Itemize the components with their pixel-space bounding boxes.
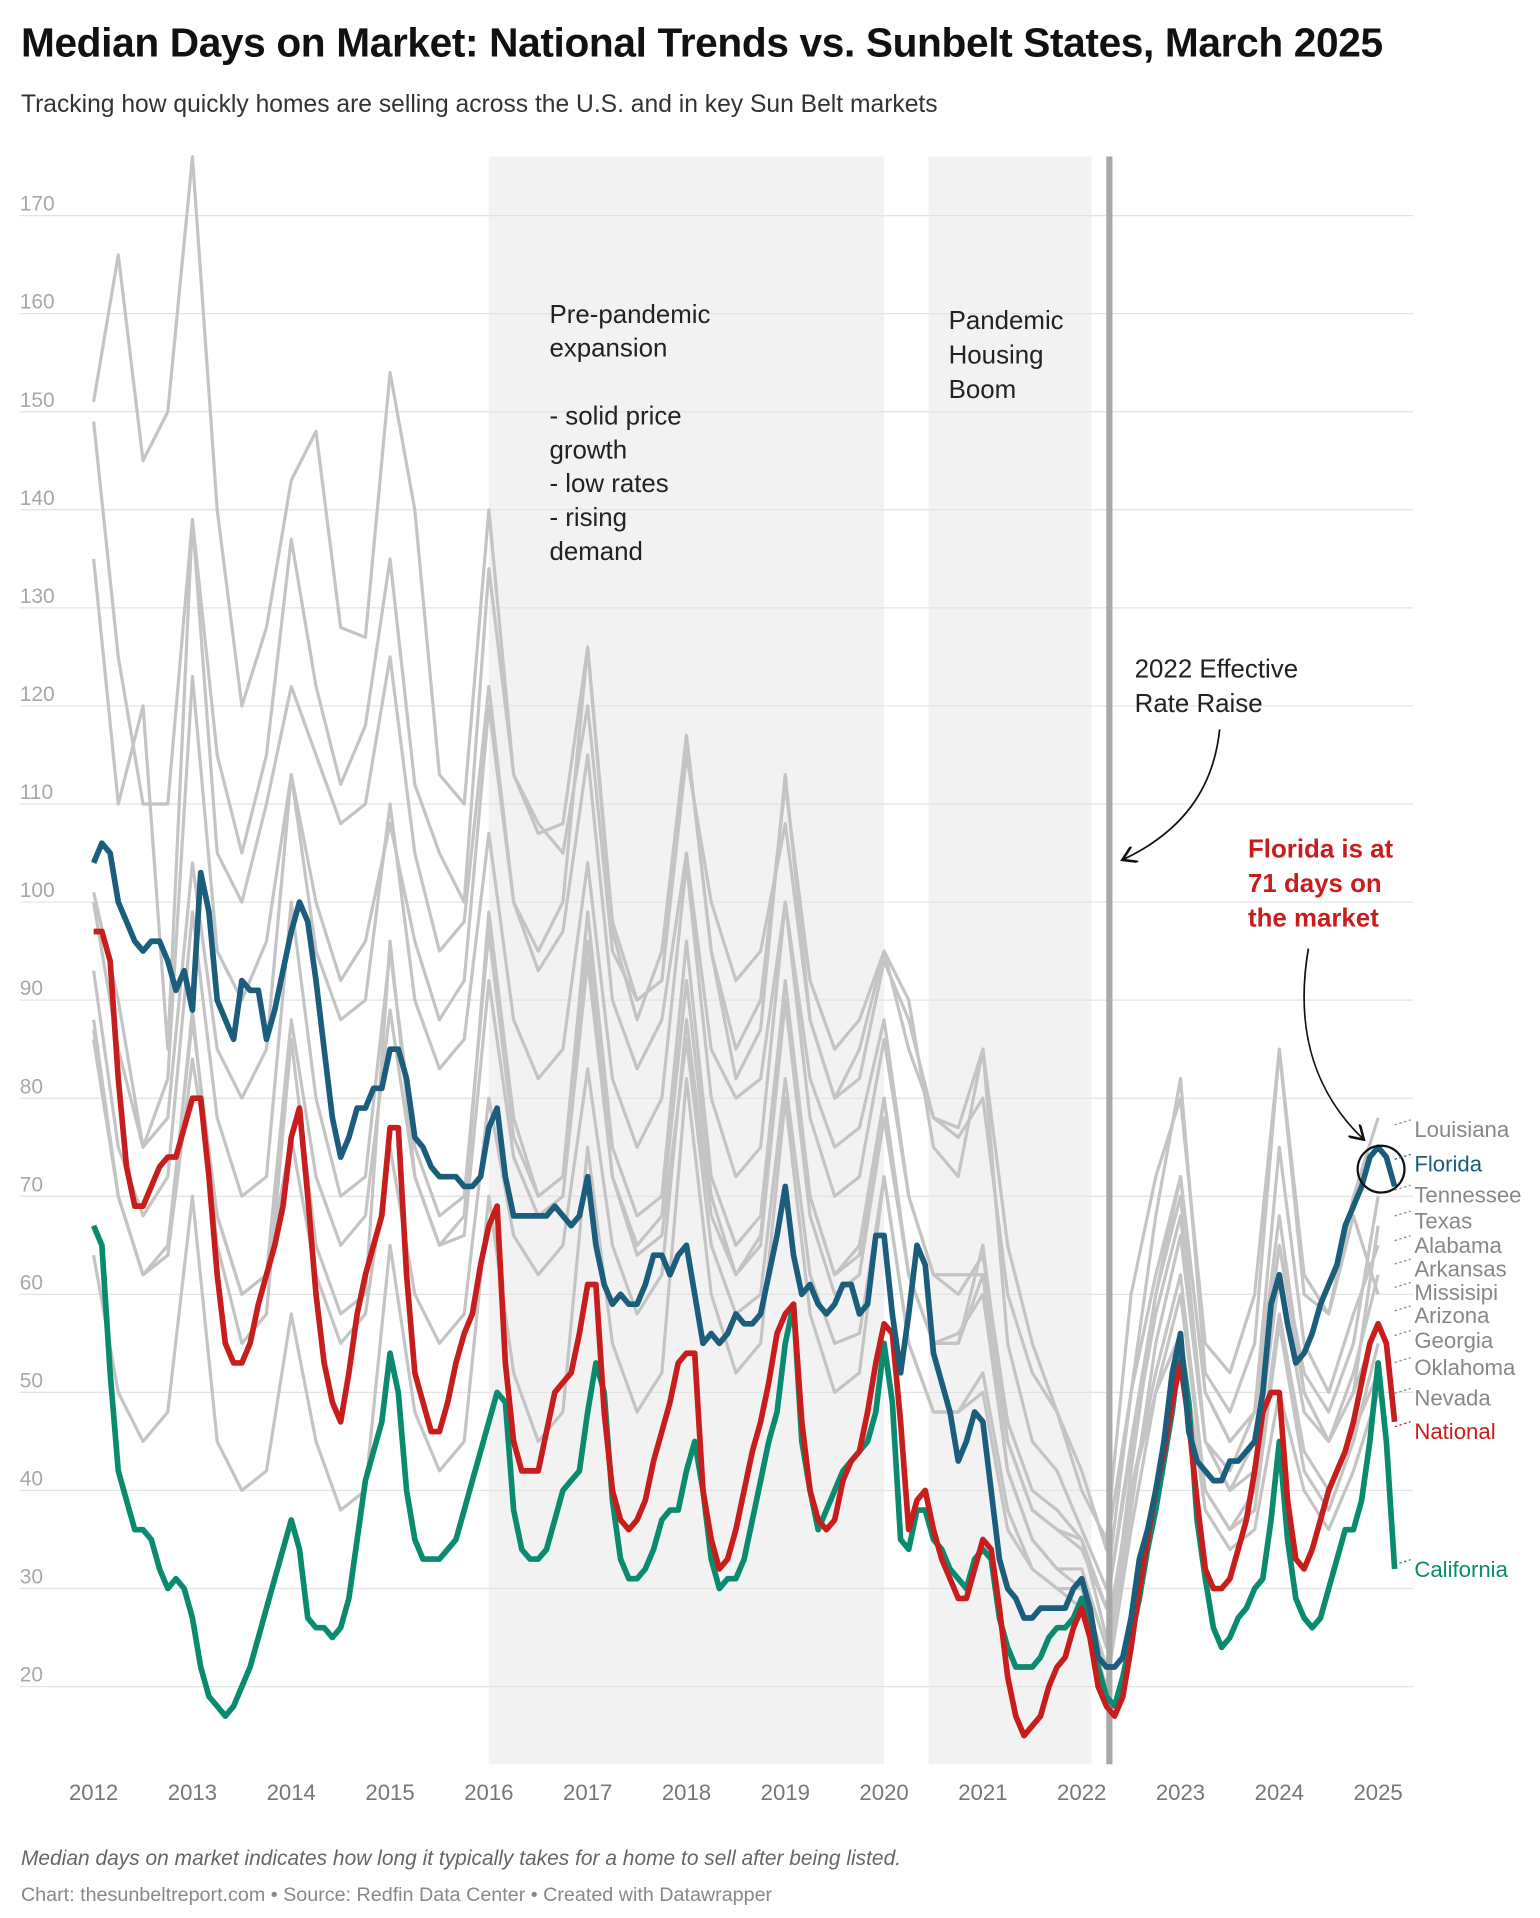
label-leader bbox=[1394, 1210, 1411, 1217]
series-label-louisiana: Louisiana bbox=[1414, 1117, 1510, 1142]
label-leader bbox=[1394, 1421, 1411, 1428]
y-tick-label: 100 bbox=[20, 879, 55, 902]
x-tick-label: 2014 bbox=[267, 1780, 316, 1805]
annotation-line: the market bbox=[1248, 904, 1379, 932]
series-label-oklahoma: Oklahoma bbox=[1414, 1355, 1516, 1380]
series-line-georgia bbox=[92, 900, 1380, 1650]
x-tick-label: 2015 bbox=[365, 1780, 414, 1805]
annotation-line: - rising bbox=[549, 504, 627, 532]
y-tick-label: 30 bbox=[20, 1566, 43, 1589]
series-label-national: National bbox=[1414, 1419, 1495, 1444]
annotation-line bbox=[549, 369, 556, 397]
callout-arrow bbox=[1303, 948, 1364, 1140]
label-leader bbox=[1394, 1357, 1411, 1364]
y-tick-label: 160 bbox=[20, 291, 55, 314]
y-tick-label: 130 bbox=[20, 585, 55, 608]
annotation-line: - low rates bbox=[549, 470, 668, 498]
annotation-line: demand bbox=[549, 538, 642, 566]
y-tick-label: 140 bbox=[20, 487, 55, 510]
rate-raise-annotation: 2022 Effective Rate Raise bbox=[1135, 656, 1298, 718]
y-tick-label: 90 bbox=[20, 977, 43, 1000]
y-tick-label: 60 bbox=[20, 1271, 43, 1294]
series-line-missisipi bbox=[92, 155, 1380, 1542]
label-leader bbox=[1394, 1281, 1411, 1289]
label-leader bbox=[1394, 1305, 1411, 1312]
series-label-missisipi: Missisipi bbox=[1414, 1280, 1498, 1305]
x-tick-label: 2012 bbox=[69, 1780, 118, 1805]
annotation-line: Boom bbox=[949, 376, 1017, 404]
x-tick-label: 2022 bbox=[1057, 1780, 1106, 1805]
label-leader bbox=[1394, 1329, 1411, 1337]
x-tick-label: 2025 bbox=[1353, 1780, 1402, 1805]
shaded-period-0 bbox=[488, 156, 885, 1765]
series-line-florida bbox=[91, 840, 1398, 1670]
chart-credit: Chart: thesunbeltreport.com • Source: Re… bbox=[20, 1884, 773, 1906]
annotation-line: Housing bbox=[949, 341, 1044, 369]
annotation-line: 2022 Effective bbox=[1135, 656, 1298, 684]
series-label-tennessee: Tennessee bbox=[1414, 1182, 1521, 1207]
rate-raise-arrow bbox=[1122, 729, 1221, 860]
x-tick-label: 2024 bbox=[1255, 1780, 1304, 1805]
series-label-arizona: Arizona bbox=[1414, 1303, 1490, 1328]
annotation-line: Pre-pandemic bbox=[549, 301, 710, 329]
y-tick-label: 170 bbox=[20, 193, 55, 216]
label-leader bbox=[1394, 1258, 1411, 1265]
x-tick-label: 2013 bbox=[168, 1780, 217, 1805]
annotation-line: Pandemic bbox=[949, 307, 1064, 335]
pre-pandemic-annotation: Pre-pandemic expansion - solid price growt… bbox=[549, 301, 710, 566]
series-label-alabama: Alabama bbox=[1414, 1233, 1502, 1258]
y-tick-label: 120 bbox=[20, 683, 55, 706]
y-tick-label: 80 bbox=[20, 1075, 43, 1098]
x-tick-label: 2021 bbox=[958, 1780, 1007, 1805]
label-leader bbox=[1394, 1235, 1411, 1242]
annotation-line: expansion bbox=[549, 335, 667, 363]
y-tick-label: 50 bbox=[20, 1369, 43, 1392]
x-tick-label: 2018 bbox=[662, 1780, 711, 1805]
y-tick-label: 110 bbox=[20, 781, 53, 804]
y-tick-label: 150 bbox=[20, 389, 55, 412]
series-label-texas: Texas bbox=[1414, 1208, 1472, 1233]
x-tick-label: 2019 bbox=[761, 1780, 810, 1805]
series-label-nevada: Nevada bbox=[1414, 1386, 1491, 1411]
chart-title: Median Days on Market: National Trends v… bbox=[20, 19, 1383, 66]
x-tick-label: 2017 bbox=[563, 1780, 612, 1805]
annotation-line: Rate Raise bbox=[1135, 690, 1263, 718]
series-line-alabama bbox=[92, 518, 1380, 1551]
series-line-nevada bbox=[92, 1077, 1380, 1689]
x-tick-label: 2023 bbox=[1156, 1780, 1205, 1805]
series-line-arkansas bbox=[92, 772, 1380, 1610]
series-label-georgia: Georgia bbox=[1414, 1328, 1494, 1353]
series-label-florida: Florida bbox=[1414, 1152, 1482, 1177]
shaded-period-1 bbox=[928, 156, 1092, 1765]
x-tick-label: 2016 bbox=[464, 1780, 513, 1805]
x-tick-label: 2020 bbox=[859, 1780, 908, 1805]
series-line-louisiana bbox=[92, 421, 1380, 1591]
pandemic-annotation: Pandemic Housing Boom bbox=[949, 307, 1064, 404]
y-tick-label: 70 bbox=[20, 1173, 43, 1196]
series-label-california: California bbox=[1414, 1557, 1508, 1582]
annotation-line: Florida is at bbox=[1248, 835, 1394, 863]
annotation-line: growth bbox=[549, 436, 627, 464]
series-label-arkansas: Arkansas bbox=[1414, 1256, 1506, 1281]
y-tick-label: 40 bbox=[20, 1468, 43, 1491]
callout-circle bbox=[1356, 1144, 1406, 1194]
annotation-line: - solid price bbox=[549, 402, 681, 430]
annotation-line: 71 days on bbox=[1248, 870, 1382, 898]
y-tick-label: 20 bbox=[20, 1664, 43, 1687]
label-leader bbox=[1394, 1119, 1411, 1126]
florida-callout: Florida is at 71 days on the market bbox=[1248, 835, 1394, 932]
chart-subtitle: Tracking how quickly homes are selling a… bbox=[20, 91, 938, 119]
chart-note: Median days on market indicates how long… bbox=[20, 1846, 902, 1871]
series-line-national bbox=[93, 928, 1398, 1739]
line-chart: 20 30 40 50 60 70 80 90 100 110 120 130 140 150 160 170… bbox=[19, 155, 1522, 1805]
